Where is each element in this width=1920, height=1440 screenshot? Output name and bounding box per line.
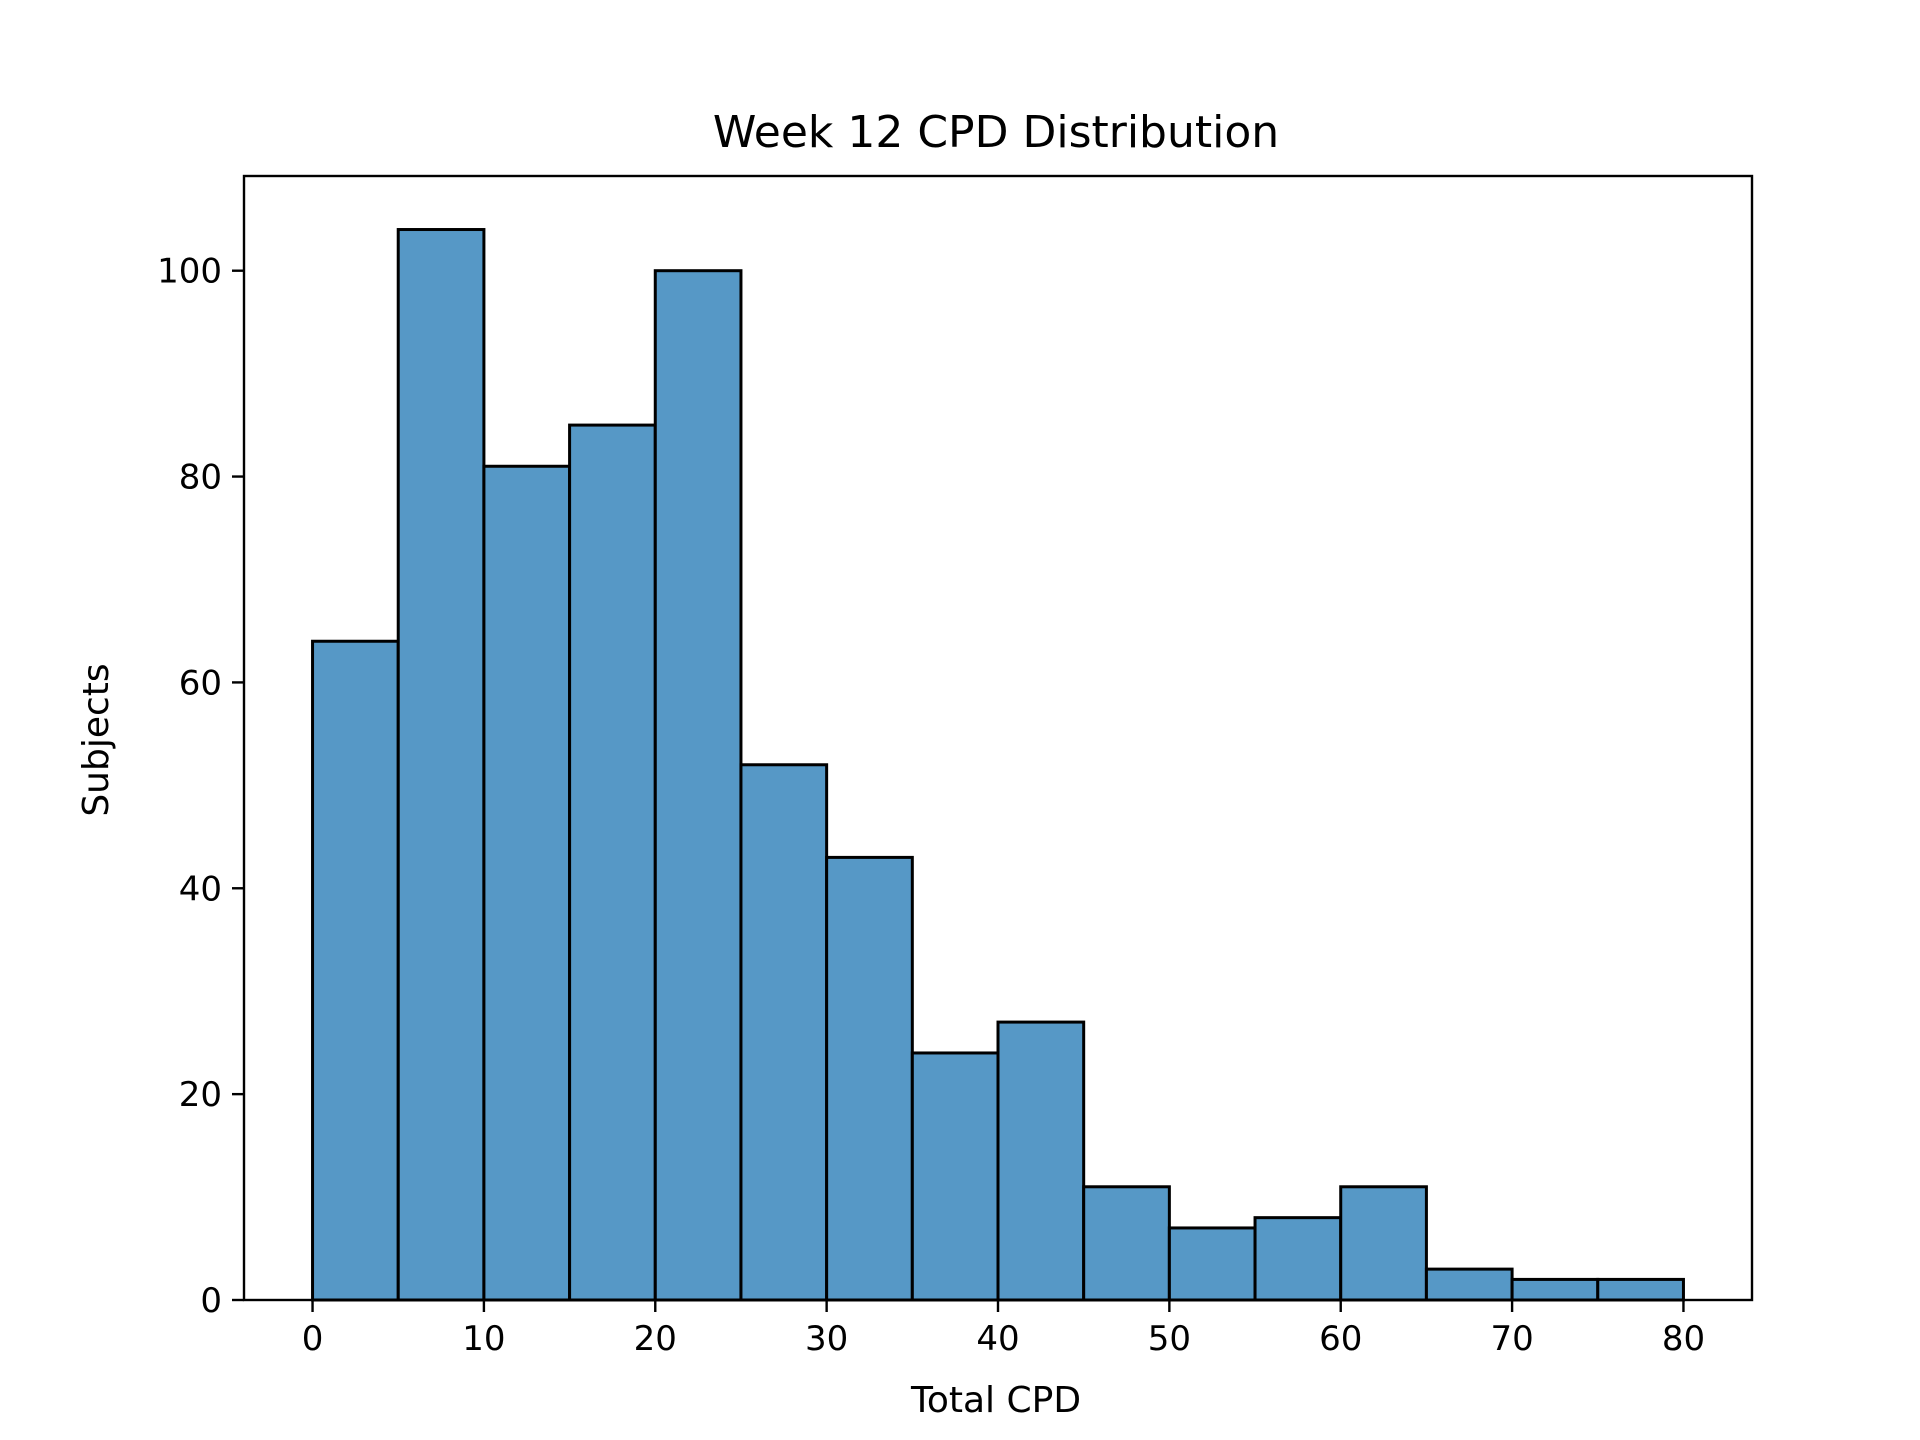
histogram-bar [482, 464, 572, 1302]
histogram-bar [1339, 1185, 1428, 1302]
histogram-bar [568, 423, 657, 1302]
plot-frame [242, 174, 1754, 1302]
y-axis-label: Subjects [76, 663, 117, 816]
y-tick-label: 40 [179, 869, 222, 909]
histogram-bar [1082, 1185, 1171, 1302]
histogram-bar [1253, 1216, 1343, 1302]
x-tick-label: 10 [462, 1319, 505, 1359]
x-tick-label: 50 [1148, 1319, 1191, 1359]
histogram-bar [311, 639, 400, 1302]
histogram-bar [1596, 1277, 1685, 1302]
y-tick-label: 80 [179, 458, 222, 498]
y-tick-label: 60 [179, 663, 222, 703]
y-axis: 0 20 40 60 80 100 [157, 252, 244, 1321]
histogram-bar [910, 1051, 1000, 1302]
histogram-bar [1510, 1277, 1600, 1302]
x-tick-label: 0 [302, 1319, 324, 1359]
histogram-bar [996, 1020, 1086, 1302]
x-axis-label: Total CPD [910, 1380, 1081, 1421]
x-tick-label: 20 [634, 1319, 677, 1359]
y-tick-label: 0 [200, 1281, 222, 1321]
x-tick-label: 80 [1662, 1319, 1705, 1359]
histogram-bar [1424, 1267, 1514, 1302]
histogram-bar [653, 269, 743, 1302]
bars-group [311, 228, 1685, 1302]
histogram-bar [396, 228, 486, 1302]
histogram-bar [825, 855, 914, 1302]
x-tick-label: 60 [1319, 1319, 1362, 1359]
x-tick-label: 40 [976, 1319, 1019, 1359]
chart-title: Week 12 CPD Distribution [713, 107, 1279, 158]
histogram-bar [739, 763, 829, 1302]
y-tick-label: 20 [179, 1075, 222, 1115]
x-tick-label: 30 [805, 1319, 848, 1359]
y-tick-label: 100 [157, 252, 222, 292]
x-tick-label: 70 [1490, 1319, 1533, 1359]
histogram-bar [1167, 1226, 1257, 1302]
x-axis: 0 10 20 30 40 50 60 70 80 [302, 1300, 1705, 1359]
